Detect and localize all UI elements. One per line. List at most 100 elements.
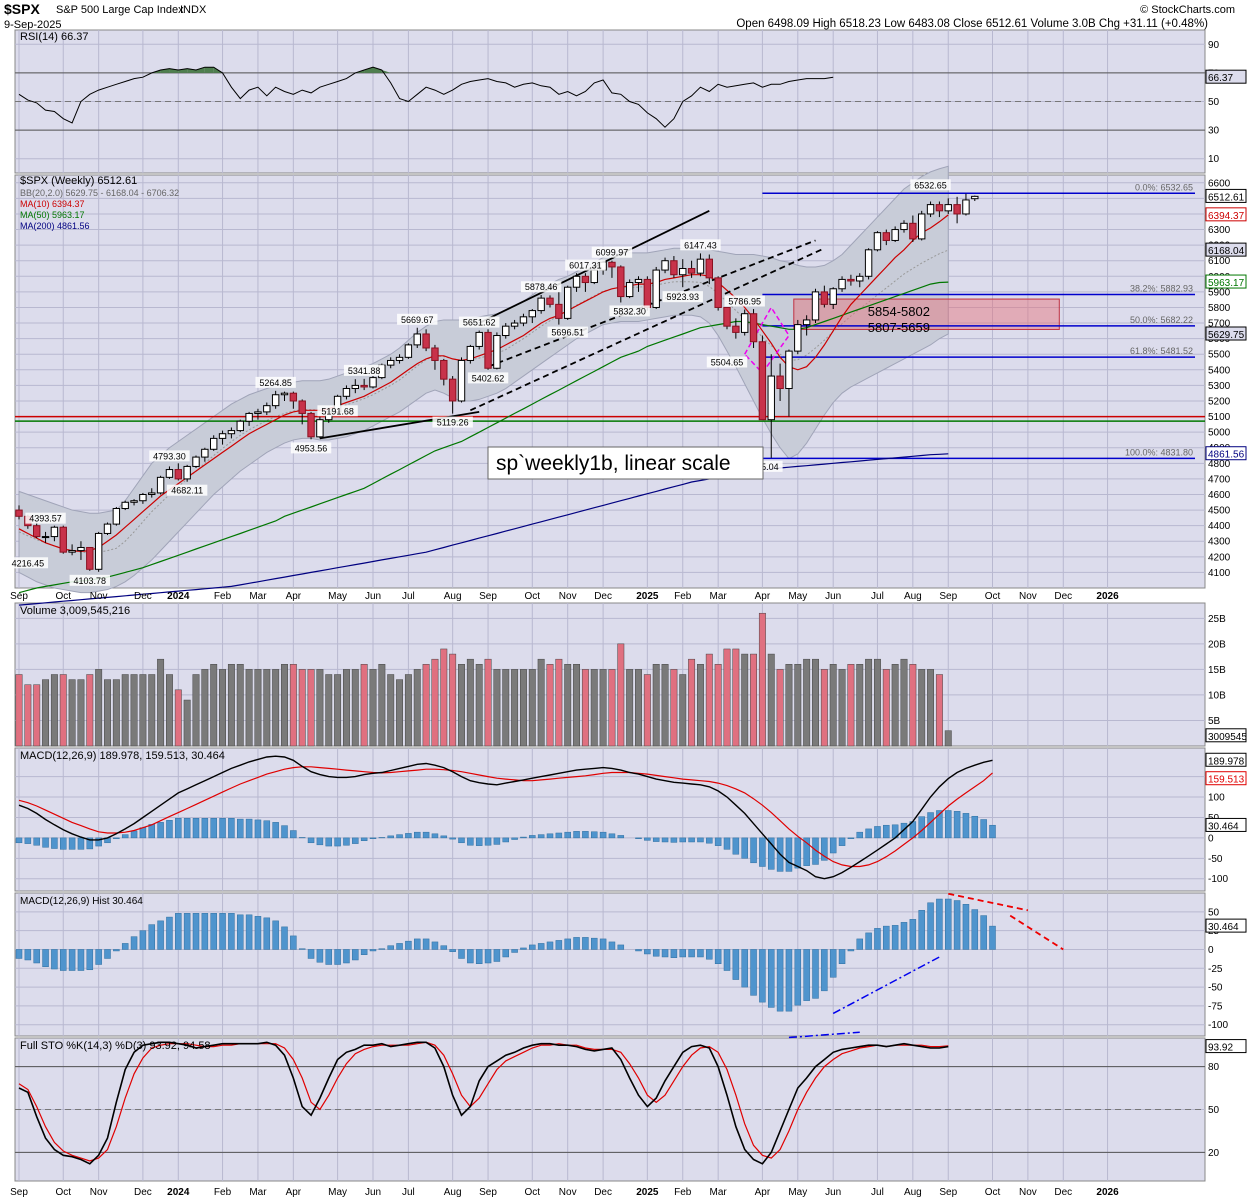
hist-bar xyxy=(741,949,748,988)
macd-hist-bar xyxy=(714,837,722,846)
macd-signal-tag-box xyxy=(1205,771,1247,786)
y-tick-label: 6300 xyxy=(1208,225,1231,236)
hist-bar xyxy=(909,919,917,950)
volume-bar xyxy=(688,658,696,747)
macd-hist-bar xyxy=(493,837,501,845)
legend-bb: BB(20,2.0) 5629.75 - 6168.04 - 6706.32 xyxy=(20,188,179,198)
candle-up xyxy=(139,493,147,502)
x-tick-label: Mar xyxy=(710,591,728,602)
candle-up xyxy=(227,430,236,435)
candle-down xyxy=(776,375,784,390)
hist-bar xyxy=(192,913,200,950)
x-tick-label: Dec xyxy=(1054,1187,1072,1198)
volume-bar xyxy=(617,643,625,747)
price-annotation: 6017.31 xyxy=(569,261,602,271)
price-annotation-bg xyxy=(662,291,703,303)
x-tick-label: Nov xyxy=(559,591,577,602)
candle-down xyxy=(440,359,448,380)
candle-up xyxy=(502,325,510,337)
candle-up xyxy=(891,229,899,241)
price-annotation: 5504.65 xyxy=(711,358,744,368)
candle-down xyxy=(847,278,855,282)
macd-hist-bar xyxy=(661,837,669,843)
candle-up xyxy=(962,199,970,215)
volume-bar xyxy=(24,684,32,747)
macd-hist-bar xyxy=(68,837,76,850)
volume-bar xyxy=(750,653,757,747)
candle-down xyxy=(555,303,563,319)
volume-bar xyxy=(254,669,262,747)
candle-up xyxy=(77,546,85,552)
hist-bar xyxy=(130,936,138,950)
hist-bar xyxy=(121,943,129,950)
hist-bar xyxy=(281,926,288,950)
volume-bar xyxy=(599,669,607,747)
hist-bar xyxy=(148,924,155,950)
macd-hist-bar xyxy=(51,837,58,849)
volume-bar xyxy=(590,669,598,747)
price-right-tag-box xyxy=(1205,274,1247,289)
macd-hist-bar xyxy=(201,818,209,839)
x-tick-label: Feb xyxy=(674,591,692,602)
macd-hist-bar xyxy=(980,819,987,839)
macd-hist-bar xyxy=(847,837,855,839)
x-tick-label: Nov xyxy=(90,591,108,602)
volume-bar xyxy=(891,664,899,747)
hist-bar xyxy=(414,938,421,950)
x-tick-label: Mar xyxy=(249,1187,267,1198)
candle-down xyxy=(617,266,625,298)
price-right-tag: 4861.56 xyxy=(1208,450,1245,461)
hist-bar xyxy=(263,917,271,950)
hist-bar xyxy=(378,948,386,950)
volume-bar xyxy=(458,664,465,747)
resistance-zone xyxy=(793,298,1060,330)
volume-bar xyxy=(139,674,147,747)
volume-bar xyxy=(431,658,439,747)
candle-up xyxy=(263,405,271,413)
hist-bar xyxy=(847,949,855,952)
candle-down xyxy=(546,297,554,305)
volume-bar xyxy=(909,664,917,747)
x-tick-label: Feb xyxy=(214,1187,232,1198)
volume-bar xyxy=(705,653,713,747)
volume-bar xyxy=(174,689,182,747)
macd-hist-bar xyxy=(210,818,217,839)
macd-hist-bar xyxy=(281,825,288,839)
volume-bar xyxy=(42,679,49,747)
hist-bar xyxy=(237,914,244,950)
hist-bar xyxy=(139,930,147,950)
macd-hist-bar xyxy=(582,831,589,839)
trend-channel-dashed-upper xyxy=(487,239,816,368)
volume-last-value-box xyxy=(1205,728,1247,743)
macd-hist-bar xyxy=(794,837,802,869)
volume-bar xyxy=(86,674,94,747)
index-name: S&P 500 Large Cap Index xyxy=(56,4,184,16)
candle-up xyxy=(342,388,351,397)
volume-bar xyxy=(502,669,510,747)
hist-bar xyxy=(325,949,332,965)
price-annotation: 5191.68 xyxy=(321,406,354,416)
candle-up xyxy=(201,448,209,458)
volume-bar xyxy=(227,664,235,747)
hist-bar xyxy=(670,949,678,958)
hist-bar xyxy=(166,916,173,950)
hist-bar xyxy=(95,949,102,965)
volume-bar xyxy=(360,664,368,747)
volume-bar xyxy=(520,669,527,747)
hist-bar xyxy=(15,949,23,959)
macd-hist-bar xyxy=(706,837,713,844)
volume-bar xyxy=(944,730,952,747)
hist-bar xyxy=(776,949,784,1012)
volume-bar xyxy=(325,674,333,747)
x-tick-label: Jul xyxy=(871,591,884,602)
hist-bar xyxy=(599,938,607,950)
y-tick-label: 4500 xyxy=(1208,506,1231,517)
candle-down xyxy=(307,412,315,438)
price-annotation-bg xyxy=(459,316,500,328)
candle-up xyxy=(254,411,262,414)
candle-up xyxy=(245,412,253,422)
macd-hist-bar xyxy=(183,818,191,839)
volume-bar xyxy=(838,669,846,747)
candle-up xyxy=(564,286,572,319)
hist-bar xyxy=(113,949,120,952)
